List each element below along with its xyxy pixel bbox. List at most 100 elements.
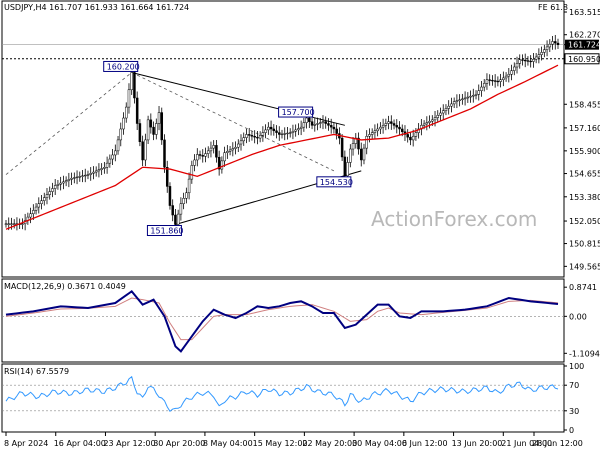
candle-body (466, 96, 470, 99)
candle-body (201, 155, 205, 157)
price-panel-frame (1, 0, 565, 278)
candle-body (73, 177, 76, 179)
candle-body (297, 128, 300, 131)
candle-body (234, 146, 237, 149)
candle-body (433, 117, 437, 121)
candle-body (537, 54, 541, 58)
annotation-box (278, 106, 314, 118)
candle-body (392, 123, 396, 126)
candle-body (21, 223, 24, 225)
candle-body (543, 49, 546, 53)
annotation-box (316, 176, 352, 188)
candle-body (152, 126, 155, 135)
candle-body (351, 143, 355, 150)
candle-body (215, 145, 218, 158)
candle-body (116, 139, 120, 152)
candle-body (340, 137, 344, 158)
candle-body (534, 56, 538, 60)
candle-body (237, 143, 240, 148)
price-tick-label: 149.565 (569, 262, 600, 271)
candle-body (7, 223, 10, 225)
candle-body (319, 122, 322, 124)
candle-body (149, 119, 153, 128)
candle-body (551, 41, 554, 45)
macd-panel-title: MACD(12,26,9) 0.3671 0.4049 (4, 282, 126, 291)
candle-body (206, 150, 210, 154)
candle-body (267, 126, 270, 131)
candle-body (504, 75, 508, 79)
candle-body (253, 136, 256, 138)
candle-body (406, 134, 409, 138)
candle-body (411, 136, 415, 141)
candle-body (256, 136, 259, 139)
candle-body (239, 140, 243, 145)
macd-tick-label: -1.1094 (569, 349, 600, 358)
candle-body (10, 223, 13, 225)
candle-body (130, 72, 133, 91)
candle-body (548, 43, 552, 48)
price-tick-label: 155.900 (569, 147, 600, 156)
candle-body (482, 83, 486, 88)
candle-body (540, 52, 543, 55)
candle-body (379, 126, 382, 130)
candle-body (477, 90, 481, 95)
candle-body (193, 159, 196, 166)
candle-body (370, 132, 374, 135)
candle-body (261, 132, 265, 136)
macd-panel: 0.8741 0.00 -1.1094 MACD(12,26,9) 0.3671 0.… (1, 278, 600, 363)
candle-body (4, 223, 8, 225)
watermark: ActionForex.com (371, 207, 537, 231)
annotation-label: 151.860 (150, 227, 183, 236)
candle-body (198, 154, 202, 156)
candle-body (554, 41, 557, 44)
candle-body (532, 58, 535, 62)
candle-body (313, 124, 317, 126)
projection-dotted-line (5, 71, 335, 175)
candle-body (450, 103, 453, 107)
annotation-box (103, 60, 139, 72)
candle-body (97, 169, 101, 172)
rsi-tick-label: 70 (569, 381, 579, 390)
candle-body (556, 42, 560, 45)
candle-body (83, 174, 87, 177)
candle-body (204, 153, 207, 157)
candle-body (463, 97, 467, 100)
candle-body (165, 167, 169, 187)
candle-body (264, 129, 267, 133)
candle-body (119, 128, 123, 141)
candle-body (185, 192, 188, 199)
candle-body (174, 214, 177, 225)
candle-body (155, 123, 158, 135)
x-tick-label: 16 Apr 04:00 (54, 439, 106, 448)
candle-body (493, 80, 497, 82)
x-tick-label: 23 Apr 12:00 (103, 439, 155, 448)
candle-body (441, 110, 445, 114)
candle-body (176, 213, 180, 225)
candle-body (502, 77, 505, 80)
candle-body (518, 59, 521, 64)
x-tick-label: 22 May 20:00 (302, 439, 357, 448)
candle-body (523, 59, 527, 62)
candle-body (209, 147, 213, 152)
candle-body (455, 100, 459, 102)
candle-body (40, 200, 43, 204)
candle-body (34, 206, 38, 211)
current-price-tag (565, 39, 599, 50)
macd-signal-line (5, 297, 559, 341)
candle-body (329, 125, 333, 128)
candle-body (480, 86, 483, 91)
candle-body (458, 99, 461, 101)
candle-body (436, 115, 440, 118)
candle-body (280, 133, 284, 136)
candle-body (368, 134, 371, 137)
candle-body (92, 171, 95, 174)
candle-body (43, 197, 46, 201)
candle-body (425, 122, 429, 125)
candle-body (469, 95, 472, 98)
candle-body (67, 179, 71, 181)
candles (4, 34, 560, 231)
candle-body (245, 134, 248, 138)
price-tick-label: 158.455 (569, 100, 600, 109)
